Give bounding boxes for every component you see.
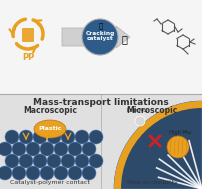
Circle shape bbox=[135, 116, 145, 126]
Text: Cracking
catalyst: Cracking catalyst bbox=[85, 31, 115, 41]
Circle shape bbox=[40, 166, 54, 180]
Circle shape bbox=[82, 166, 96, 180]
Text: Mass-transport limitations: Mass-transport limitations bbox=[33, 98, 169, 107]
Text: PP: PP bbox=[22, 53, 34, 62]
Circle shape bbox=[82, 142, 96, 156]
Circle shape bbox=[82, 19, 118, 55]
Wedge shape bbox=[114, 101, 202, 189]
Text: 🐌: 🐌 bbox=[121, 34, 127, 44]
Circle shape bbox=[26, 142, 40, 156]
Circle shape bbox=[47, 154, 61, 168]
FancyBboxPatch shape bbox=[0, 0, 202, 94]
FancyBboxPatch shape bbox=[0, 94, 202, 189]
Circle shape bbox=[19, 154, 33, 168]
Circle shape bbox=[54, 142, 68, 156]
Circle shape bbox=[33, 130, 47, 144]
Ellipse shape bbox=[34, 120, 66, 138]
Circle shape bbox=[40, 142, 54, 156]
Circle shape bbox=[167, 136, 189, 158]
FancyArrow shape bbox=[62, 26, 130, 48]
Circle shape bbox=[12, 142, 26, 156]
Text: Catalyst-polymer contact: Catalyst-polymer contact bbox=[10, 180, 90, 185]
Circle shape bbox=[61, 130, 75, 144]
FancyBboxPatch shape bbox=[22, 28, 34, 42]
Circle shape bbox=[12, 166, 26, 180]
Circle shape bbox=[89, 130, 103, 144]
Circle shape bbox=[0, 142, 12, 156]
Circle shape bbox=[26, 166, 40, 180]
Circle shape bbox=[33, 154, 47, 168]
Text: Microscopic: Microscopic bbox=[126, 106, 178, 115]
Text: Pore accesibility: Pore accesibility bbox=[127, 180, 177, 185]
Text: Macroscopic: Macroscopic bbox=[23, 106, 77, 115]
Wedge shape bbox=[114, 101, 202, 189]
Text: Plastic: Plastic bbox=[38, 126, 62, 132]
Circle shape bbox=[19, 130, 33, 144]
Text: Low Mω: Low Mω bbox=[127, 108, 147, 113]
Text: High Mω: High Mω bbox=[169, 130, 191, 135]
Circle shape bbox=[61, 154, 75, 168]
Circle shape bbox=[89, 154, 103, 168]
Circle shape bbox=[75, 130, 89, 144]
Circle shape bbox=[68, 166, 82, 180]
Circle shape bbox=[54, 166, 68, 180]
Circle shape bbox=[5, 154, 19, 168]
Circle shape bbox=[75, 154, 89, 168]
Circle shape bbox=[0, 166, 12, 180]
Circle shape bbox=[5, 130, 19, 144]
Circle shape bbox=[68, 142, 82, 156]
Text: 🦟: 🦟 bbox=[99, 23, 103, 29]
Circle shape bbox=[47, 130, 61, 144]
